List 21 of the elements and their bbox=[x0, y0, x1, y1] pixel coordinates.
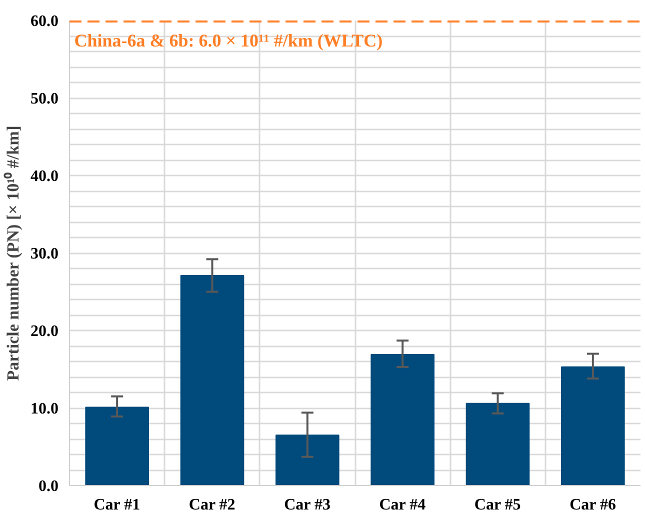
x-tick-label: Car #6 bbox=[570, 496, 616, 514]
y-tick-label: 30.0 bbox=[30, 246, 58, 262]
y-tick-label: 20.0 bbox=[30, 323, 58, 340]
bar bbox=[370, 354, 434, 486]
y-axis-title: Particle number (PN) [× 10¹⁰ #/km] bbox=[4, 126, 22, 381]
bar bbox=[85, 406, 149, 486]
y-tick-label: 50.0 bbox=[30, 90, 58, 108]
y-tick-label: 60.0 bbox=[30, 13, 58, 30]
y-tick-label: 10.0 bbox=[30, 400, 58, 418]
bar bbox=[466, 402, 530, 486]
x-tick-label: Car #5 bbox=[474, 496, 521, 514]
x-tick-label: Car #1 bbox=[94, 496, 140, 514]
bar bbox=[180, 274, 244, 486]
x-tick-label: Car #3 bbox=[284, 496, 330, 514]
y-tick-label: 40.0 bbox=[30, 168, 58, 185]
x-tick-label: Car #4 bbox=[379, 496, 426, 514]
bar bbox=[276, 434, 340, 486]
bar bbox=[561, 366, 625, 486]
annotation: China-6a & 6b: 6.0 × 10¹¹ #/km (WLTC) bbox=[74, 30, 383, 50]
y-tick-label: 0.0 bbox=[38, 478, 58, 495]
x-tick-label: Car #2 bbox=[188, 496, 236, 514]
